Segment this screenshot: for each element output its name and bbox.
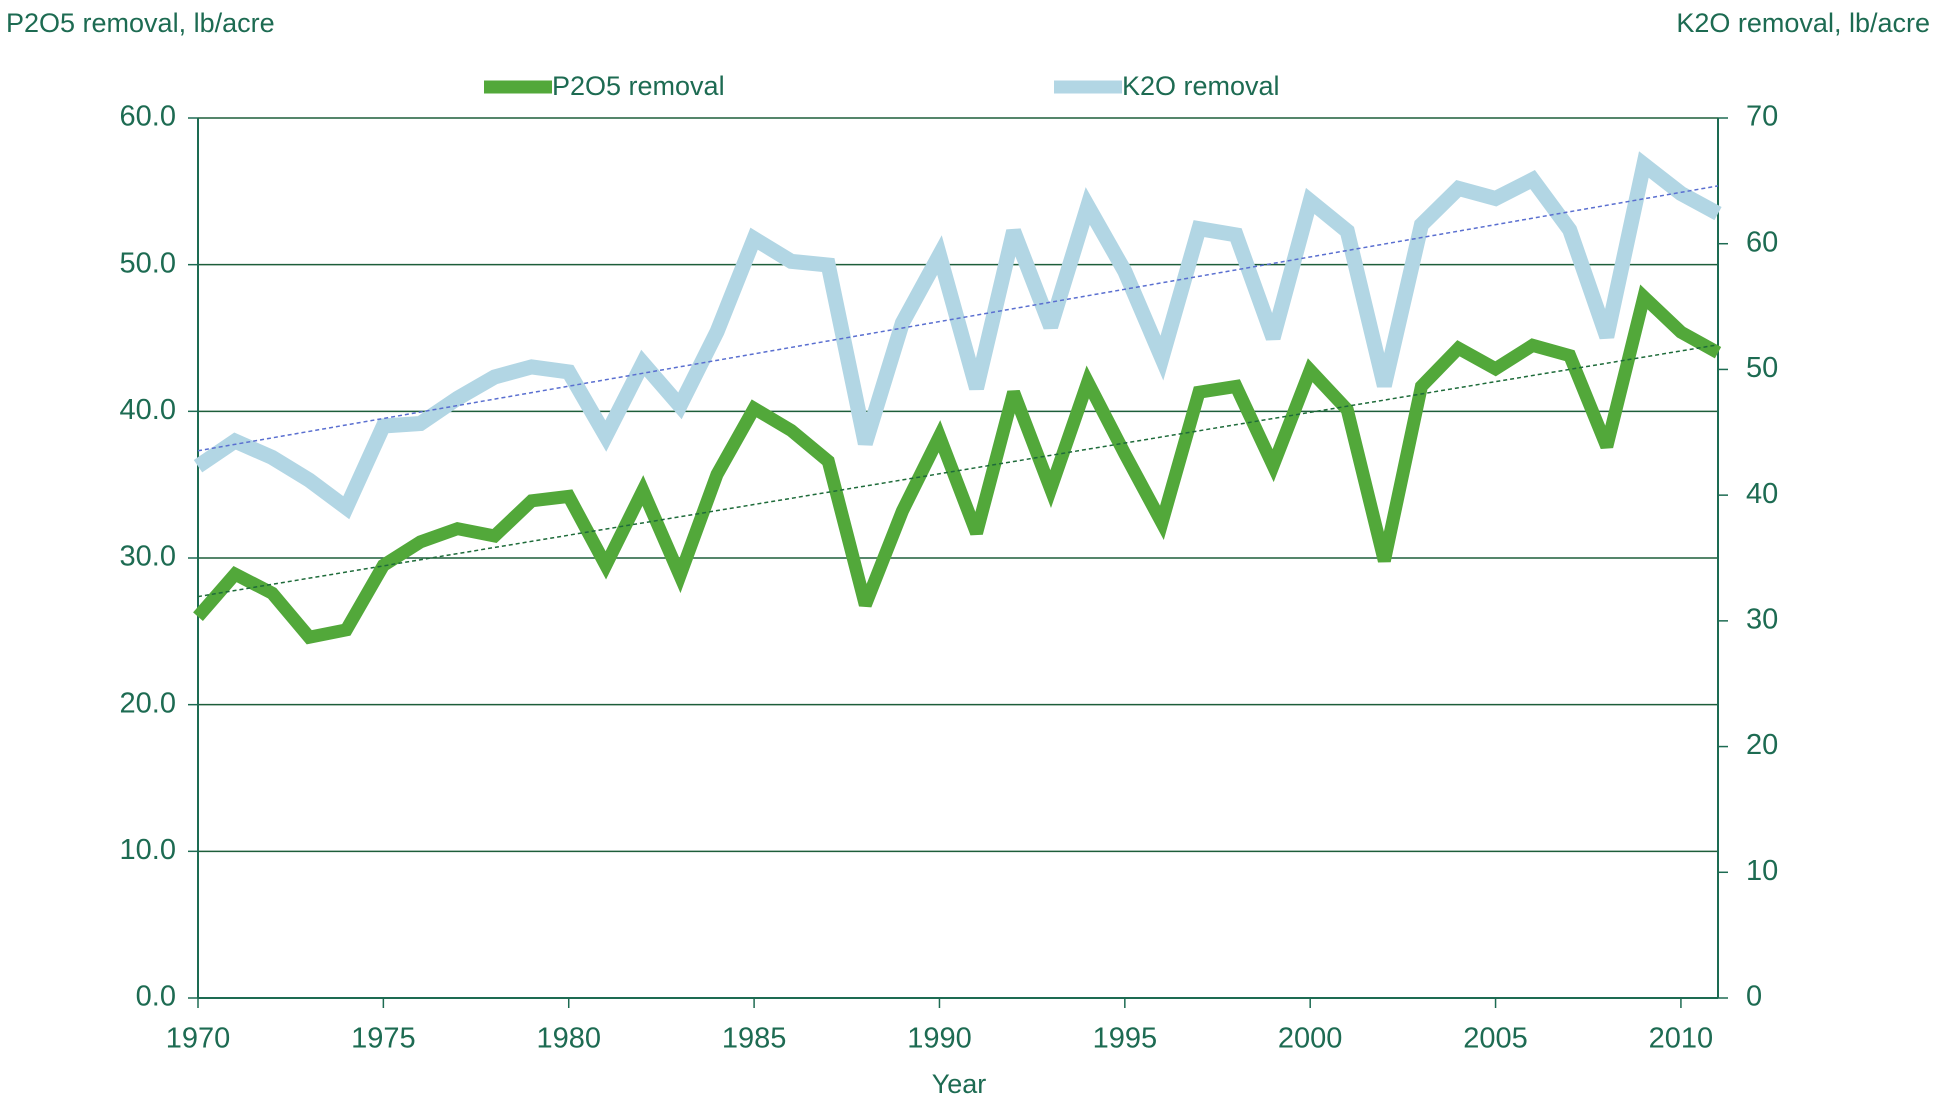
x-tick-label: 1980 xyxy=(536,1023,601,1055)
x-tick-label: 2000 xyxy=(1278,1023,1343,1055)
y-axis-title: P2O5 removal, lb/acre xyxy=(6,8,275,38)
trend-line xyxy=(197,185,1719,452)
y2-tick-label: 40 xyxy=(1746,478,1778,510)
series-line xyxy=(193,284,1722,645)
y2-tick-label: 0 xyxy=(1746,981,1762,1013)
x-tick-label: 1975 xyxy=(351,1023,416,1055)
y2-tick-label: 30 xyxy=(1746,604,1778,636)
x-tick-label: 1990 xyxy=(907,1023,972,1055)
x-tick-label: 1985 xyxy=(722,1023,787,1055)
y-tick-label: 0.0 xyxy=(136,981,176,1013)
y-tick-label: 10.0 xyxy=(120,834,176,866)
legend-label: K2O removal xyxy=(1122,71,1280,101)
y-tick-label: 20.0 xyxy=(120,687,176,719)
y2-tick-label: 60 xyxy=(1746,226,1778,258)
x-tick-label: 1970 xyxy=(166,1023,231,1055)
y-tick-label: 30.0 xyxy=(120,541,176,573)
y2-tick-label: 20 xyxy=(1746,729,1778,761)
legend-label: P2O5 removal xyxy=(552,71,725,101)
y2-tick-label: 10 xyxy=(1746,855,1778,887)
x-axis-title: Year xyxy=(932,1069,987,1098)
series-line xyxy=(193,151,1722,520)
y2-tick-label: 70 xyxy=(1746,101,1778,133)
y-tick-label: 50.0 xyxy=(120,247,176,279)
y2-tick-label: 50 xyxy=(1746,352,1778,384)
y-tick-label: 60.0 xyxy=(120,101,176,133)
x-tick-label: 1995 xyxy=(1093,1023,1158,1055)
x-tick-label: 2005 xyxy=(1463,1023,1528,1055)
y2-axis-title: K2O removal, lb/acre xyxy=(1676,8,1930,38)
trend-line xyxy=(197,344,1719,598)
y-tick-label: 40.0 xyxy=(120,394,176,426)
x-tick-label: 2010 xyxy=(1649,1023,1714,1055)
